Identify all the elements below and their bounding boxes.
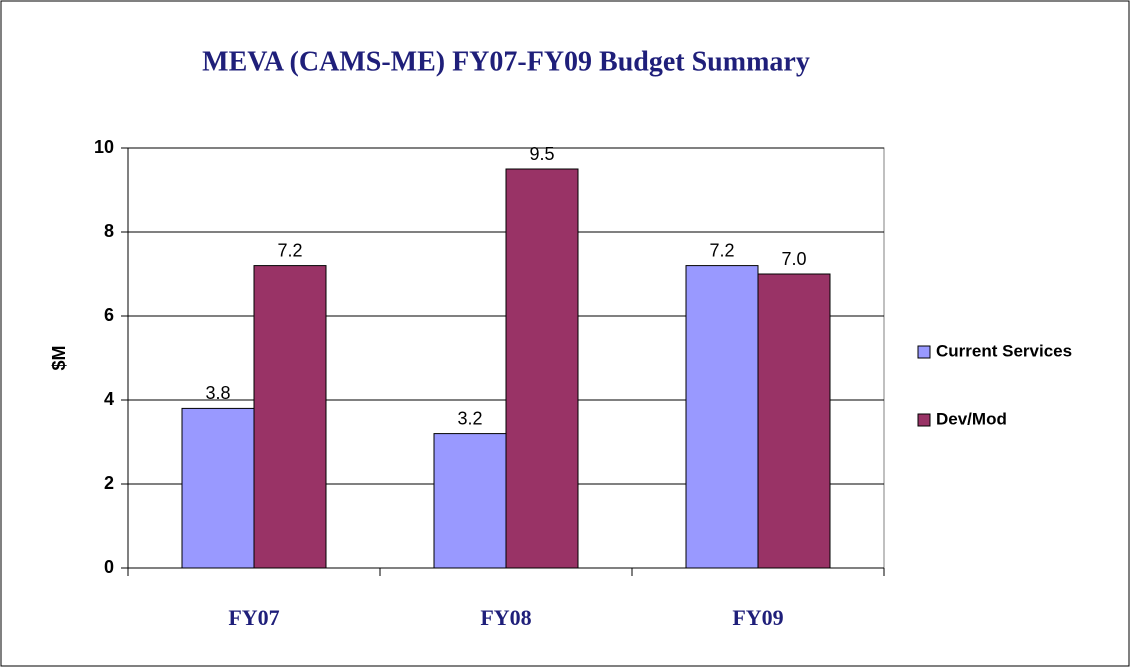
- x-tick-label: FY07: [228, 605, 279, 630]
- bar: [757, 273, 831, 569]
- bar: [181, 407, 255, 569]
- data-label: 7.0: [781, 249, 806, 269]
- bar: [505, 168, 579, 569]
- bar: [253, 265, 327, 569]
- y-tick-label: 10: [94, 137, 114, 157]
- bar: [433, 433, 507, 569]
- y-tick-label: 4: [104, 389, 114, 409]
- legend-swatch: [917, 413, 931, 427]
- bar: [685, 265, 759, 569]
- legend-label: Current Services: [936, 341, 1072, 360]
- y-tick-label: 2: [104, 473, 114, 493]
- legend-label: Dev/Mod: [936, 409, 1007, 428]
- x-tick-label: FY08: [480, 605, 531, 630]
- y-tick-label: 6: [104, 305, 114, 325]
- legend-swatch: [917, 345, 931, 359]
- data-label: 3.8: [205, 383, 230, 403]
- data-label: 7.2: [277, 240, 302, 260]
- data-label: 7.2: [709, 240, 734, 260]
- y-tick-label: 8: [104, 221, 114, 241]
- y-axis-label: $M: [49, 345, 69, 370]
- x-tick-label: FY09: [732, 605, 783, 630]
- data-label: 9.5: [529, 144, 554, 164]
- chart-title: MEVA (CAMS-ME) FY07-FY09 Budget Summary: [202, 46, 810, 77]
- data-label: 3.2: [457, 408, 482, 428]
- y-tick-label: 0: [104, 557, 114, 577]
